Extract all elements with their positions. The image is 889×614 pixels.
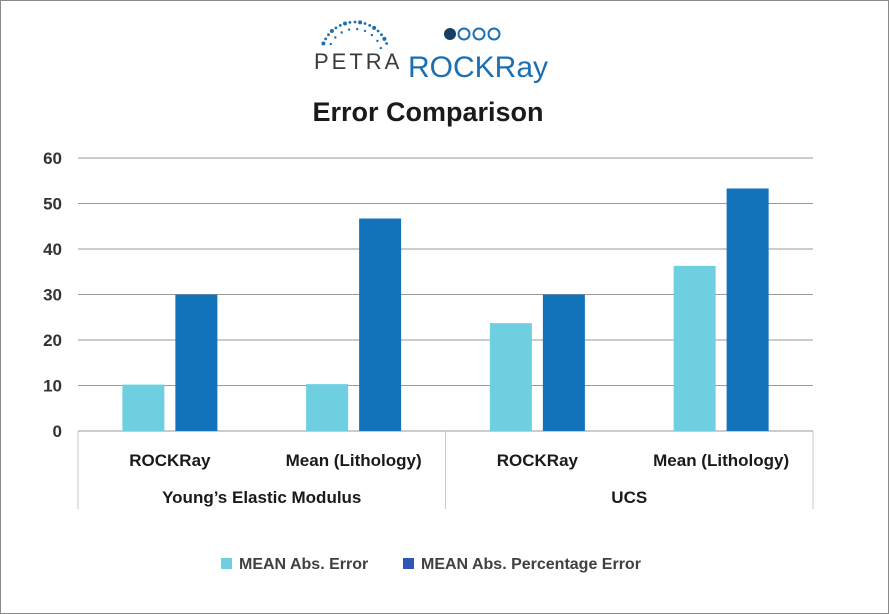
y-tick-label: 40 [43,240,62,259]
x-group-label: UCS [611,488,647,507]
x-category-label: ROCKRay [129,451,211,470]
x-category-label: Mean (Lithology) [653,451,789,470]
bar-mean-abs-error [489,323,532,431]
bar-mean-abs-error [122,384,165,431]
bar-mean-abs-error [673,265,716,431]
y-tick-label: 60 [43,149,62,168]
bars [122,188,769,431]
legend-label: MEAN Abs. Error [239,556,368,573]
y-tick-label: 30 [43,286,62,305]
legend-swatch-abs-error [221,558,232,569]
legend-swatch-percentage-error [403,558,414,569]
y-axis-ticks: 0 10 20 30 40 50 60 [43,149,62,441]
y-tick-label: 50 [43,195,62,214]
x-category-label: ROCKRay [497,451,579,470]
rockray-logo: ROCKRay [408,27,548,84]
x-group-label: Young’s Elastic Modulus [162,488,361,507]
chart-title: Error Comparison [312,97,543,127]
legend: MEAN Abs. Error MEAN Abs. Percentage Erro… [221,556,641,573]
bar-mean-abs-percentage-error [175,294,218,431]
rockray-circles-icon [444,27,501,41]
logo-area: PETRA ROCKRay [314,20,548,84]
y-tick-label: 0 [53,422,62,441]
rockray-logo-text: ROCKRay [408,51,548,84]
petra-logo: PETRA [314,20,402,74]
x-axis: ROCKRay Mean (Lithology) ROCKRay Mean (Lith… [77,431,814,509]
legend-label: MEAN Abs. Percentage Error [421,556,641,573]
x-category-label: Mean (Lithology) [286,451,422,470]
y-tick-label: 10 [43,377,62,396]
bar-mean-abs-percentage-error [359,218,402,431]
petra-dots-icon [321,20,388,50]
bar-mean-abs-percentage-error [542,294,585,431]
bar-mean-abs-error [306,384,349,431]
y-tick-label: 20 [43,331,62,350]
bar-mean-abs-percentage-error [726,188,769,431]
petra-logo-text: PETRA [314,49,402,74]
